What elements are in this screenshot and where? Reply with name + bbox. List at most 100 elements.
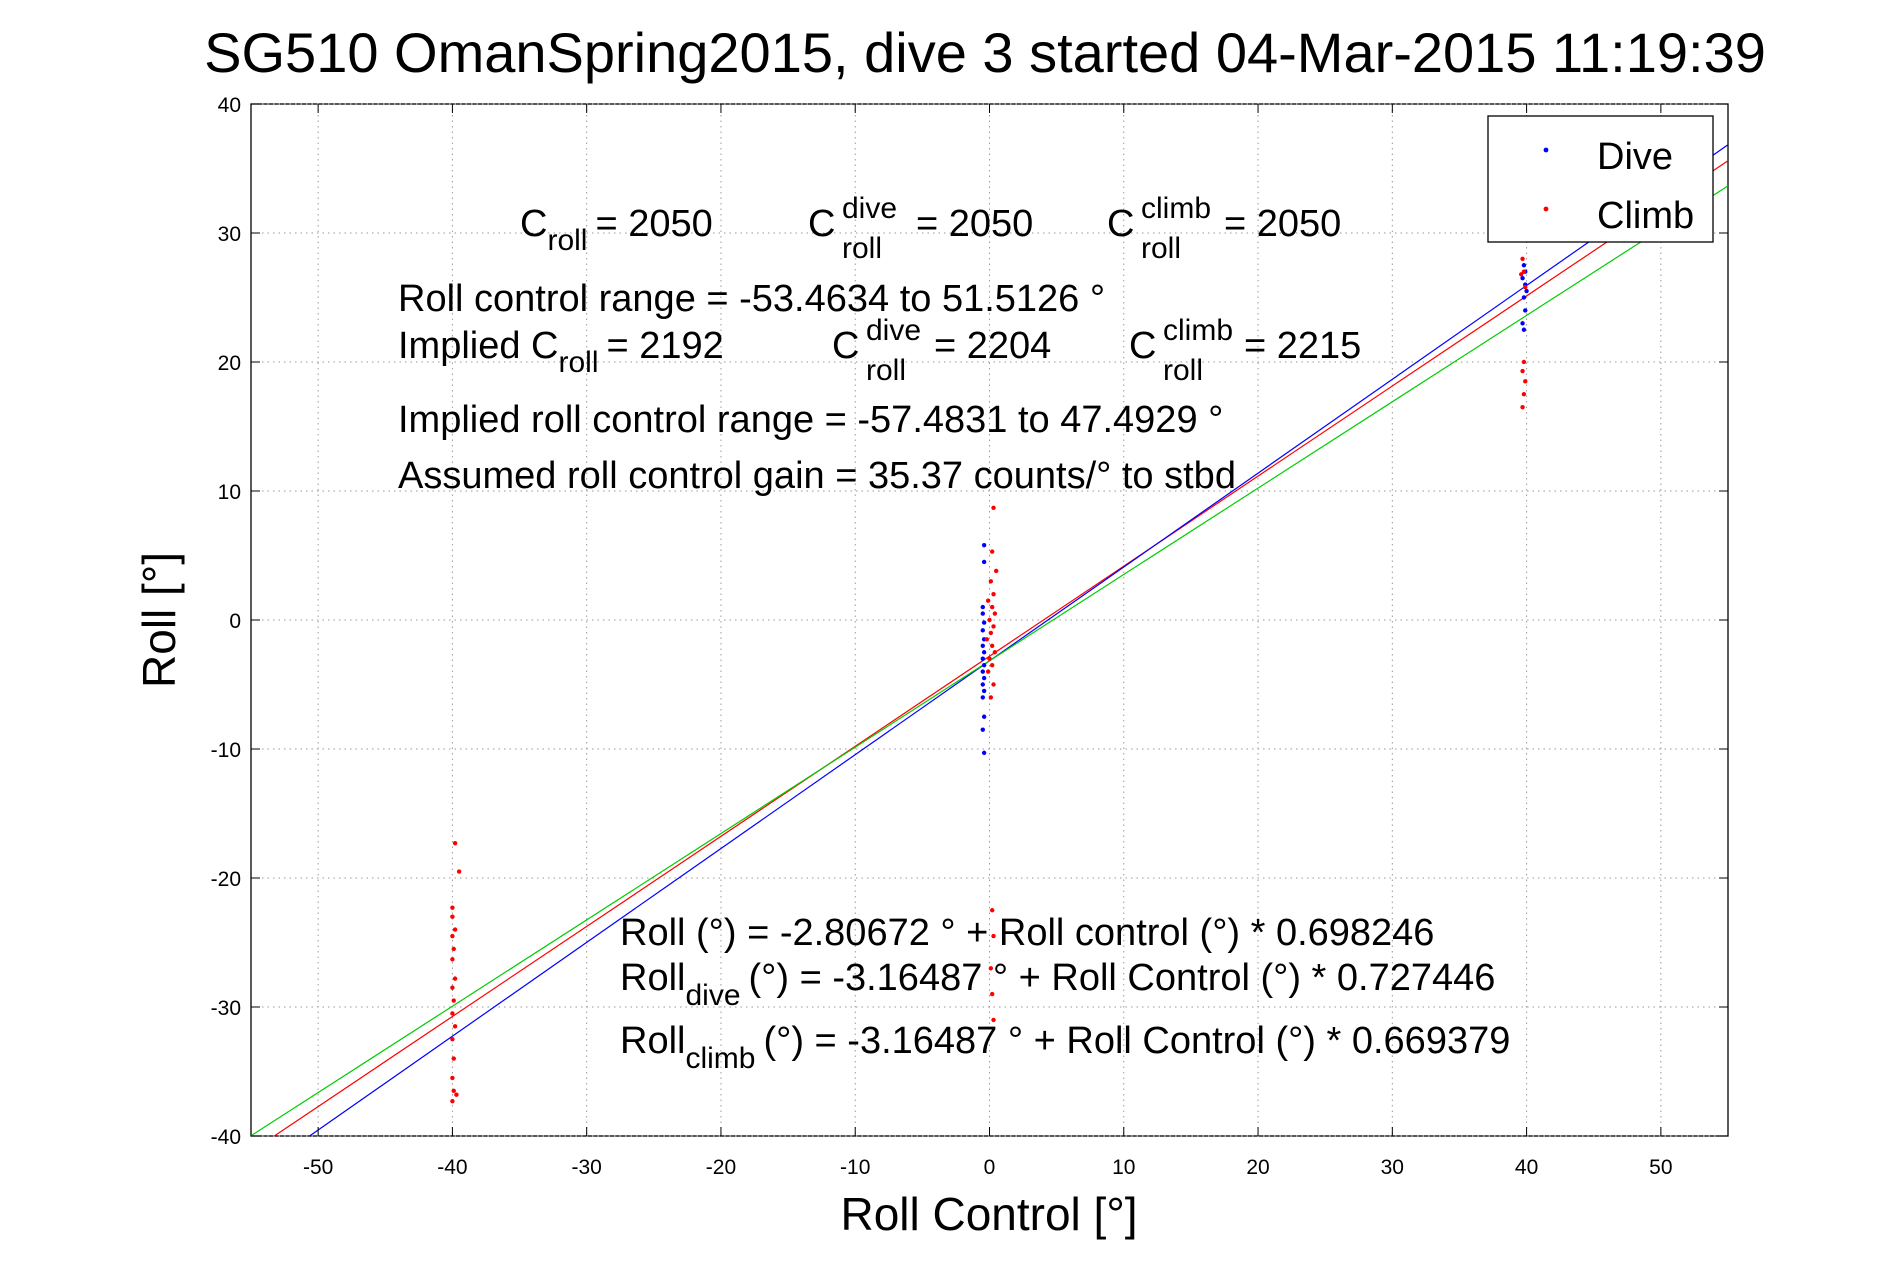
climb-point: [988, 966, 994, 971]
climb-point: [1520, 404, 1525, 410]
climb-point: [989, 549, 995, 554]
y-tick-label: -40: [211, 1126, 241, 1149]
dive-point: [980, 604, 985, 610]
implied-c-roll-annotation: Implied Croll = 2192 C dive roll = 2204 C…: [398, 314, 1361, 387]
climb-point: [984, 637, 990, 642]
climb-point: [985, 598, 991, 603]
dive-point: [980, 611, 985, 616]
climb-point: [988, 579, 994, 584]
fit-all-equation: Roll (°) = -2.80672 ° + Roll control (°)…: [620, 912, 1434, 954]
assumed-gain-text: Assumed roll control gain = 35.37 counts…: [398, 455, 1236, 497]
svg-text:C: C: [1107, 203, 1134, 245]
dive-point: [980, 643, 985, 648]
dive-point: [980, 628, 985, 633]
y-tick-label: 40: [218, 94, 241, 117]
data-points: [450, 256, 1529, 1104]
y-axis-ticks: -40 -30 -20 -10 0 10 20 30 40: [211, 94, 1728, 1149]
svg-text:Croll= 2050: Croll = 2050: [520, 203, 713, 257]
dive-point: [1521, 263, 1527, 268]
c-roll-dive-sub: roll: [842, 232, 882, 265]
implied-dive-value: = 2204: [934, 325, 1051, 367]
x-tick-label: 40: [1515, 1156, 1538, 1179]
climb-point: [991, 592, 996, 597]
x-tick-label: 10: [1112, 1156, 1135, 1179]
dive-point: [980, 727, 985, 732]
fit-line: [309, 144, 1729, 1137]
dive-point: [981, 688, 987, 694]
implied-c-roll-sub: roll: [559, 346, 599, 379]
legend-climb-label: Climb: [1597, 195, 1694, 237]
y-tick-label: 30: [218, 223, 241, 246]
legend-dive-label: Dive: [1597, 136, 1673, 178]
legend-box: [1487, 115, 1714, 243]
dive-point: [1520, 321, 1525, 326]
fit-dive-equation: Rolldive (°) = -3.16487 ° + Roll Control …: [620, 957, 1495, 1012]
climb-point: [450, 1011, 455, 1016]
y-tick-label: -30: [211, 997, 241, 1020]
c-roll-climb-value: = 2050: [1224, 203, 1341, 245]
climb-point: [992, 650, 998, 655]
legend: Dive Climb: [1487, 115, 1714, 243]
climb-point: [451, 1088, 456, 1094]
y-tick-label: 0: [229, 610, 241, 633]
x-tick-label: 0: [984, 1156, 996, 1179]
implied-dive-sup: dive: [866, 314, 921, 347]
x-tick-label: 30: [1381, 1156, 1404, 1179]
climb-point: [450, 957, 455, 962]
fit-climb-prefix: Roll: [620, 1020, 685, 1062]
climb-point: [989, 662, 995, 668]
climb-point: [452, 1024, 458, 1029]
fit-dive-sub: dive: [685, 979, 740, 1012]
climb-point: [450, 933, 455, 939]
x-tick-label: -20: [706, 1156, 736, 1179]
climb-point: [1523, 379, 1528, 384]
climb-point: [1521, 392, 1527, 397]
climb-point: [994, 568, 999, 574]
dive-point: [980, 695, 985, 700]
fit-dive-prefix: Roll: [620, 957, 685, 999]
climb-point: [451, 1056, 456, 1061]
climb-point: [989, 908, 995, 913]
climb-point: [989, 604, 995, 610]
legend-climb-marker: [1543, 206, 1549, 212]
climb-point: [991, 505, 996, 510]
dive-point: [981, 750, 987, 756]
dive-point: [981, 675, 987, 681]
c-roll-sub: roll: [547, 224, 587, 257]
x-tick-label: 50: [1649, 1156, 1672, 1179]
svg-text:Implied Croll= 2192: Implied Croll = 2192: [398, 325, 724, 379]
climb-point: [451, 998, 456, 1003]
svg-text:C: C: [808, 203, 835, 245]
climb-point: [991, 1017, 996, 1023]
climb-point: [988, 630, 994, 636]
climb-point: [987, 656, 992, 661]
dive-point: [981, 559, 987, 565]
climb-point: [989, 991, 995, 997]
dive-point: [1521, 327, 1527, 332]
svg-text:C: C: [832, 325, 859, 367]
climb-point: [452, 976, 458, 981]
climb-point: [450, 985, 455, 990]
climb-point: [454, 1092, 459, 1097]
c-roll-value: = 2050: [595, 203, 712, 245]
dive-point: [981, 662, 987, 668]
x-axis-label: Roll Control [°]: [840, 1188, 1137, 1240]
x-tick-label: -40: [437, 1156, 467, 1179]
climb-point: [450, 1098, 455, 1104]
dive-point: [981, 620, 987, 625]
dive-point: [981, 542, 987, 548]
fit-dive-rest: (°) = -3.16487 ° + Roll Control (°) * 0.…: [749, 957, 1496, 999]
climb-point: [450, 905, 455, 910]
y-tick-label: 20: [218, 352, 241, 375]
climb-point: [450, 1037, 455, 1042]
c-roll-dive-value: = 2050: [916, 203, 1033, 245]
implied-climb-value: = 2215: [1244, 325, 1361, 367]
dive-point: [1521, 295, 1527, 300]
climb-point: [1519, 272, 1524, 277]
dive-point: [1524, 288, 1529, 294]
climb-point: [1521, 359, 1527, 365]
implied-prefix: Implied C: [398, 325, 559, 367]
legend-dive-marker: [1543, 147, 1549, 153]
grid-lines: [251, 103, 1728, 1137]
